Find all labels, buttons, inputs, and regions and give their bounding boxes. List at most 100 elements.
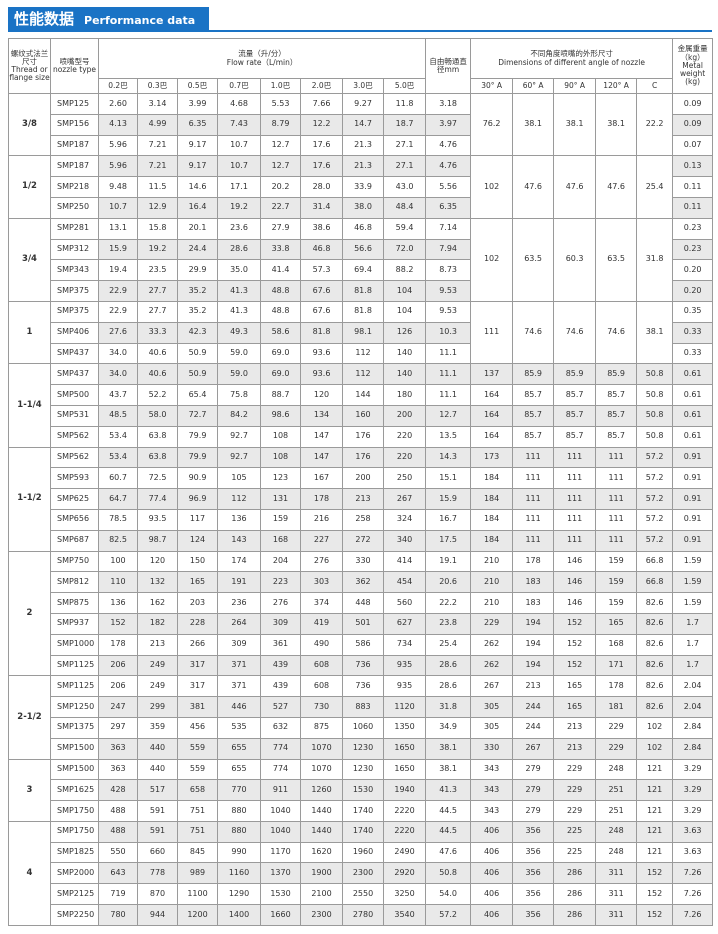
flow-rate: 182 xyxy=(137,612,178,635)
nozzle-type: SMP2000 xyxy=(50,862,99,885)
dimension: 165 xyxy=(595,612,638,635)
flow-rate: 1660 xyxy=(260,904,301,926)
angle-header: 90° A xyxy=(553,78,597,94)
flow-rate: 132 xyxy=(137,571,178,594)
flow-rate: 14.6 xyxy=(177,176,218,198)
flow-rate: 454 xyxy=(382,571,427,594)
passage-diameter: 3.18 xyxy=(425,93,472,115)
flow-rate: 108 xyxy=(260,446,301,469)
passage-diameter: 5.56 xyxy=(425,176,472,198)
thread-size: 1/2 xyxy=(8,155,51,219)
dimension: 194 xyxy=(512,654,555,677)
passage-diameter: 8.73 xyxy=(425,259,472,282)
dimension: 82.6 xyxy=(636,675,674,698)
flow-rate: 17.1 xyxy=(217,176,261,198)
dimension: 194 xyxy=(512,612,555,635)
flow-rate: 9.17 xyxy=(177,155,218,178)
flow-rate: 778 xyxy=(137,862,178,885)
flow-rate: 419 xyxy=(300,612,343,635)
metal-weight: 0.61 xyxy=(672,404,714,427)
flow-rate: 935 xyxy=(382,654,427,677)
flow-rate: 33.3 xyxy=(137,321,178,344)
flow-rate: 1200 xyxy=(177,904,218,926)
flow-rate: 2920 xyxy=(382,862,427,885)
flow-rate: 220 xyxy=(382,425,427,448)
flow-rate: 67.6 xyxy=(300,300,343,323)
flow-rate: 180 xyxy=(382,384,427,406)
flow-rate: 98.7 xyxy=(137,529,178,552)
flow-rate: 736 xyxy=(342,675,384,698)
dimension: 121 xyxy=(636,758,674,781)
flow-rate: 223 xyxy=(260,571,301,594)
metal-weight: 7.26 xyxy=(672,883,714,906)
flow-rate: 276 xyxy=(300,550,343,573)
dimension: 121 xyxy=(636,841,674,864)
dimension: 82.6 xyxy=(636,612,674,635)
flow-rate: 1620 xyxy=(300,841,343,864)
banner: 性能数据 Performance data xyxy=(8,7,712,32)
dimension: 57.2 xyxy=(636,467,674,490)
dimension: 152 xyxy=(636,883,674,906)
flow-rate: 774 xyxy=(260,758,301,781)
nozzle-type: SMP812 xyxy=(50,571,99,594)
flow-rate: 112 xyxy=(342,342,384,365)
data-row: SMP1500 363 440 559 655 774 1070 1230 1650 38.1 33… xyxy=(9,737,714,760)
flow-rate: 12.2 xyxy=(300,113,343,136)
metal-weight: 0.33 xyxy=(672,342,714,365)
flow-rate: 1960 xyxy=(342,841,384,864)
nozzle-type: SMP1000 xyxy=(50,633,99,656)
dimension: 22.2 xyxy=(636,92,674,157)
dimension: 210 xyxy=(470,571,514,594)
flow-rate: 658 xyxy=(177,779,218,802)
metal-weight: 2.84 xyxy=(672,737,714,760)
metal-weight: 0.09 xyxy=(672,93,714,115)
flow-rate: 267 xyxy=(382,488,427,510)
flow-rate: 96.9 xyxy=(177,488,218,510)
dimension: 57.2 xyxy=(636,446,674,469)
flow-rate: 272 xyxy=(342,529,384,552)
pressure-header: 0.3巴 xyxy=(137,78,178,94)
size-en: Thread or flange size xyxy=(9,65,50,83)
flow-rate: 110 xyxy=(98,571,138,594)
nozzle-type: SMP875 xyxy=(50,592,99,614)
dimension: 171 xyxy=(595,654,638,677)
dimension: 85.9 xyxy=(553,363,597,386)
metal-weight: 0.11 xyxy=(672,176,714,198)
flow-rate: 774 xyxy=(260,737,301,760)
dimension: 229 xyxy=(470,612,514,635)
flow-rate: 48.8 xyxy=(260,280,301,302)
passage-diameter: 34.9 xyxy=(425,716,472,739)
flow-rate: 591 xyxy=(137,820,178,843)
dimension: 102 xyxy=(470,217,514,302)
flow-rate: 14.7 xyxy=(342,113,384,136)
flow-rate: 361 xyxy=(260,633,301,656)
dimension: 82.6 xyxy=(636,633,674,656)
data-row: SMP625 64.7 77.4 96.9 112 131 178 213 267 15.9 184… xyxy=(9,488,714,510)
flow-rate: 2220 xyxy=(382,820,427,843)
flow-rate: 10.7 xyxy=(217,155,261,178)
flow-rate: 43.7 xyxy=(98,384,138,406)
flow-rate: 40.6 xyxy=(137,363,178,386)
metal-weight: 0.61 xyxy=(672,363,714,386)
flow-rate: 440 xyxy=(137,758,178,781)
flow-rate: 1260 xyxy=(300,779,343,802)
metal-weight: 0.13 xyxy=(672,155,714,178)
dimension: 210 xyxy=(470,592,514,614)
dimension: 121 xyxy=(636,779,674,802)
dimension: 164 xyxy=(470,425,514,448)
nozzle-type: SMP1500 xyxy=(50,758,99,781)
flow-rate: 6.35 xyxy=(177,113,218,136)
nozzle-type: SMP343 xyxy=(50,259,99,282)
flow-rate: 13.1 xyxy=(98,217,138,240)
dimension: 244 xyxy=(512,696,555,718)
flow-rate: 780 xyxy=(98,904,138,926)
dimension: 248 xyxy=(595,841,638,864)
flow-rate: 362 xyxy=(342,571,384,594)
dimension: 76.2 xyxy=(470,92,514,157)
dimension: 225 xyxy=(553,820,597,843)
type-header: 喷嘴型号 nozzle type xyxy=(50,38,99,94)
flow-rate: 428 xyxy=(98,779,138,802)
flow-rate: 50.9 xyxy=(177,363,218,386)
